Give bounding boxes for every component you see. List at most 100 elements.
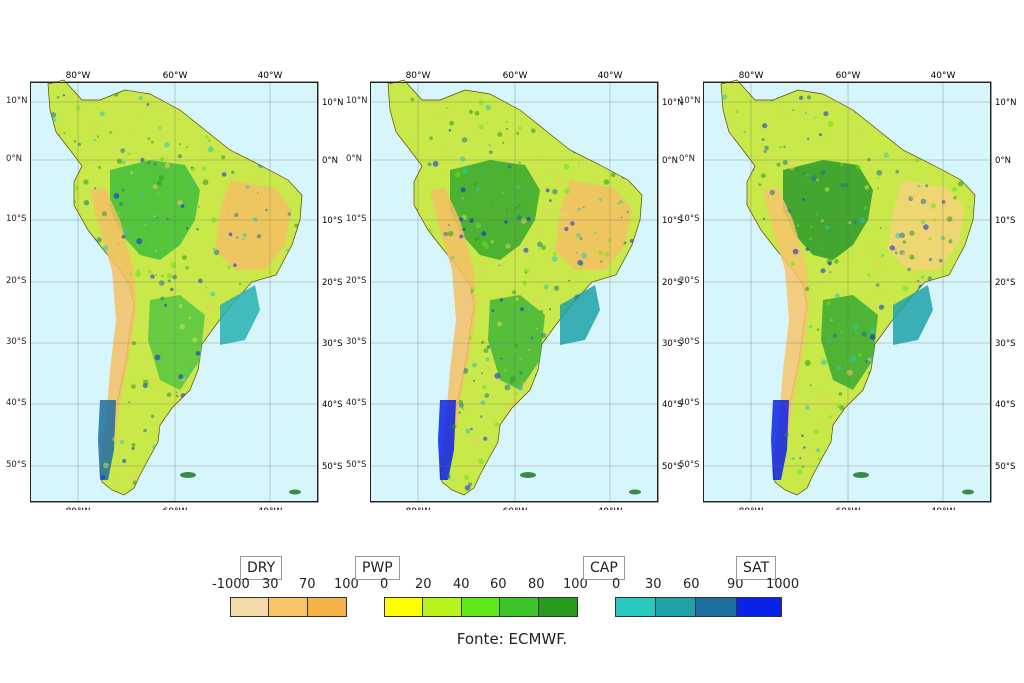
lat-tick-right: 40°S xyxy=(995,400,1015,410)
region-chaco xyxy=(488,295,545,390)
lat-tick-left: 40°S xyxy=(6,398,27,408)
legend-swatch xyxy=(385,598,423,616)
region-south-wet xyxy=(560,285,600,345)
legend-bar-sat xyxy=(736,597,782,617)
lat-tick-right: 10°S xyxy=(322,216,342,226)
lat-tick-right: 0°N xyxy=(662,156,678,166)
legend-tick: 0 xyxy=(612,577,621,592)
legend-tick: 20 xyxy=(415,577,432,592)
legend-tick: 40 xyxy=(453,577,470,592)
lat-tick-left: 50°S xyxy=(6,460,27,470)
map-frame xyxy=(703,82,991,502)
lat-tick-right: 30°S xyxy=(995,339,1015,349)
lon-tick-top: 80°W xyxy=(739,71,764,81)
lat-tick-left: 0°N xyxy=(6,154,23,164)
legend-bar-pwp xyxy=(384,597,578,617)
legend-title-sat: SAT xyxy=(736,556,777,580)
legend-swatch xyxy=(308,598,346,616)
lat-tick-right: 10°N xyxy=(995,98,1016,108)
lat-tick-right: 40°S xyxy=(322,400,342,410)
region-chile-wet xyxy=(771,400,789,480)
legend-tick: 60 xyxy=(683,577,700,592)
lat-tick-left: 10°N xyxy=(346,96,368,106)
legend-tick: 0 xyxy=(380,577,389,592)
region-amazon xyxy=(110,160,200,260)
lon-tick-bottom: 80°W xyxy=(406,507,431,510)
map-svg-3: 80°W 80°W 60°W 60°W 40°W 40°W 10°N 0°N 10°S 20°S 3… xyxy=(703,71,1016,510)
map-panel-1: 80°W 80°W 60°W 60°W 40°W 40°W 10°N 0°N 10°S 20°S 3… xyxy=(30,70,360,510)
lat-tick-left: 30°S xyxy=(6,337,27,347)
lat-tick-left: 20°S xyxy=(346,276,367,286)
region-braz-dry xyxy=(555,180,632,270)
legend-tick: 90 xyxy=(727,577,744,592)
lat-tick-right: 20°S xyxy=(322,278,342,288)
lon-tick-bottom: 40°W xyxy=(258,507,283,510)
region-andes xyxy=(90,188,136,475)
legend-tick: 100 xyxy=(563,577,588,592)
lon-tick-top: 40°W xyxy=(258,71,283,81)
lat-tick-left: 40°S xyxy=(346,398,367,408)
legend-swatch xyxy=(616,598,656,616)
legend-bar-cap xyxy=(615,597,737,617)
map-frame xyxy=(370,82,658,502)
lat-tick-right: 10°N xyxy=(322,98,343,108)
legend-bar-dry xyxy=(230,597,347,617)
legend-swatch xyxy=(462,598,500,616)
legend-tick: -1000 xyxy=(212,577,250,592)
legend-tick: 70 xyxy=(299,577,316,592)
legend-swatch xyxy=(696,598,736,616)
region-chile-wet xyxy=(98,400,116,480)
legend-swatch xyxy=(539,598,577,616)
legend-title-cap: CAP xyxy=(583,556,625,580)
map-svg-2: 80°W 80°W 60°W 60°W 40°W 40°W 10°N 0°N 10°S 20°S 3… xyxy=(370,71,683,510)
region-andes xyxy=(763,188,809,475)
map-svg-1: 80°W 80°W 60°W 60°W 40°W 40°W 10°N 0°N 10°S 20°S 3… xyxy=(30,71,343,510)
lat-tick-right: 0°N xyxy=(995,156,1011,166)
legend-title-dry: DRY xyxy=(240,556,283,580)
map-frame xyxy=(30,82,318,502)
lon-tick-top: 60°W xyxy=(503,71,528,81)
lon-tick-bottom: 60°W xyxy=(163,507,188,510)
lat-tick-right: 20°S xyxy=(662,278,682,288)
lat-tick-right: 50°S xyxy=(995,462,1015,472)
region-chile-wet xyxy=(438,400,456,480)
lat-tick-left: 10°S xyxy=(6,214,27,224)
lon-tick-top: 60°W xyxy=(163,71,188,81)
lon-tick-top: 80°W xyxy=(66,71,91,81)
region-chaco xyxy=(821,295,878,390)
south-georgia xyxy=(289,489,301,495)
south-georgia xyxy=(962,489,974,495)
lon-tick-bottom: 40°W xyxy=(931,507,956,510)
lon-tick-bottom: 80°W xyxy=(739,507,764,510)
lat-tick-right: 30°S xyxy=(662,339,682,349)
legend-swatch xyxy=(500,598,539,616)
legend-title-pwp: PWP xyxy=(355,556,400,580)
lat-tick-left: 20°S xyxy=(679,276,700,286)
lat-tick-left: 30°S xyxy=(679,337,700,347)
falkland-islands xyxy=(853,472,869,478)
lat-tick-right: 50°S xyxy=(662,462,682,472)
lat-tick-right: 10°S xyxy=(995,216,1015,226)
region-amazon xyxy=(783,160,873,260)
legend-swatch xyxy=(737,598,781,616)
lon-tick-bottom: 80°W xyxy=(66,507,91,510)
lon-tick-top: 80°W xyxy=(406,71,431,81)
lat-tick-right: 20°S xyxy=(995,278,1015,288)
lat-tick-left: 10°N xyxy=(6,96,28,106)
map-panel-2: 80°W 80°W 60°W 60°W 40°W 40°W 10°N 0°N 10°S 20°S 3… xyxy=(370,70,700,510)
lat-tick-left: 40°S xyxy=(679,398,700,408)
lon-tick-bottom: 60°W xyxy=(836,507,861,510)
lat-tick-left: 30°S xyxy=(346,337,367,347)
falkland-islands xyxy=(180,472,196,478)
region-andes xyxy=(430,188,476,475)
lat-tick-right: 50°S xyxy=(322,462,342,472)
legend-swatch xyxy=(656,598,696,616)
lon-tick-bottom: 40°W xyxy=(598,507,623,510)
legend-swatch xyxy=(269,598,308,616)
legend-tick: 60 xyxy=(490,577,507,592)
south-georgia xyxy=(629,489,641,495)
lat-tick-left: 50°S xyxy=(346,460,367,470)
lat-tick-right: 40°S xyxy=(662,400,682,410)
lon-tick-top: 40°W xyxy=(598,71,623,81)
legend-tick: 100 xyxy=(334,577,359,592)
